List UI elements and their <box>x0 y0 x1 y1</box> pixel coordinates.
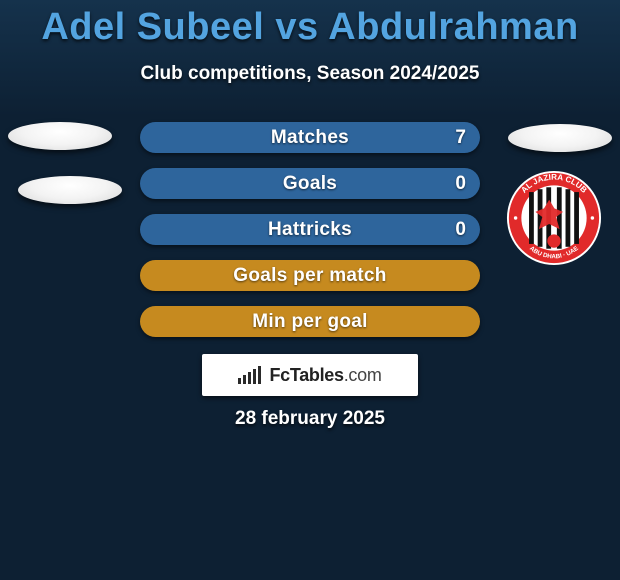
stat-label: Goals per match <box>233 265 386 287</box>
stat-rows: Matches 7 Goals 0 Hattricks 0 Goals per … <box>140 122 480 352</box>
brand-text: FcTables.com <box>269 365 381 386</box>
stat-value-right: 0 <box>455 173 466 195</box>
stat-row-min-per-goal: Min per goal <box>140 306 480 337</box>
page-title: Adel Subeel vs Abdulrahman <box>0 0 620 49</box>
brand-badge[interactable]: FcTables.com <box>202 354 418 396</box>
placeholder-oval-left-2 <box>18 176 122 204</box>
stat-label: Hattricks <box>268 219 352 241</box>
club-logo-al-jazira: AL JAZIRA CLUB ABU DHABI · UAE <box>506 170 602 266</box>
stat-label: Goals <box>283 173 337 195</box>
stat-row-goals-per-match: Goals per match <box>140 260 480 291</box>
stat-label: Matches <box>271 127 349 149</box>
brand-name: FcTables <box>269 365 343 385</box>
date-text: 28 february 2025 <box>0 408 620 430</box>
bars-icon <box>238 366 261 384</box>
subtitle: Club competitions, Season 2024/2025 <box>0 63 620 85</box>
comparison-widget: Adel Subeel vs Abdulrahman Club competit… <box>0 0 620 580</box>
placeholder-oval-right-1 <box>508 124 612 152</box>
brand-suffix: .com <box>344 365 382 385</box>
stat-row-hattricks: Hattricks 0 <box>140 214 480 245</box>
stat-value-right: 0 <box>455 219 466 241</box>
stat-label: Min per goal <box>252 311 368 333</box>
stat-row-goals: Goals 0 <box>140 168 480 199</box>
stat-value-right: 7 <box>455 127 466 149</box>
placeholder-oval-left-1 <box>8 122 112 150</box>
stat-row-matches: Matches 7 <box>140 122 480 153</box>
